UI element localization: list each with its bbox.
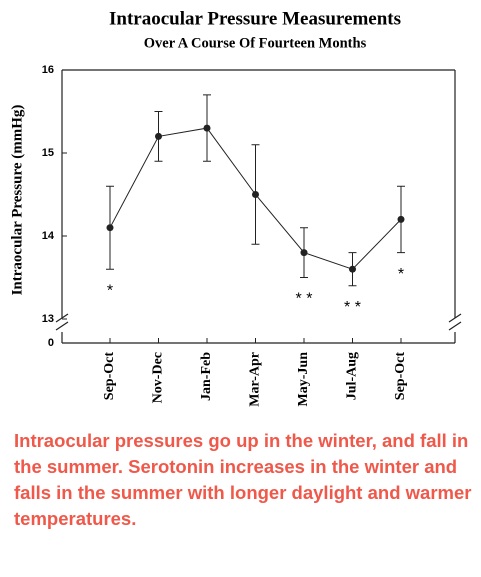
y-tick-label: 0: [48, 337, 54, 349]
x-tick-label: Jan-Feb: [199, 352, 214, 401]
chart-title: Intraocular Pressure Measurements: [109, 8, 401, 29]
y-tick-label: 13: [42, 313, 54, 325]
data-point: [252, 191, 259, 198]
data-point: [106, 224, 114, 232]
y-tick-label: 16: [42, 64, 54, 76]
significance-marker: * *: [344, 299, 361, 316]
data-point: [349, 265, 356, 273]
chart-subtitle: Over A Course Of Fourteen Months: [144, 35, 367, 51]
significance-marker: * *: [296, 291, 313, 308]
y-tick-label: 14: [42, 230, 55, 242]
data-point: [203, 124, 211, 132]
x-tick-label: Sep-Oct: [393, 352, 408, 401]
significance-marker: *: [398, 266, 404, 283]
x-tick-label: Mar-Apr: [248, 352, 263, 407]
data-point: [155, 132, 162, 140]
x-tick-label: Sep-Oct: [102, 352, 117, 401]
data-point: [300, 249, 308, 257]
caption: Intraocular pressures go up in the winte…: [14, 430, 472, 529]
data-point: [397, 215, 405, 223]
y-axis-label: Intraocular Pressure (mmHg): [9, 105, 25, 296]
significance-marker: *: [107, 282, 113, 299]
y-tick-label: 15: [42, 147, 54, 159]
x-tick-label: Jul-Aug: [345, 352, 360, 400]
chart: Intraocular Pressure Measurements Over A…: [9, 8, 462, 407]
frame: [55, 69, 462, 344]
x-tick-label: May-Jun: [296, 352, 311, 407]
x-tick-label: Nov-Dec: [151, 352, 166, 403]
